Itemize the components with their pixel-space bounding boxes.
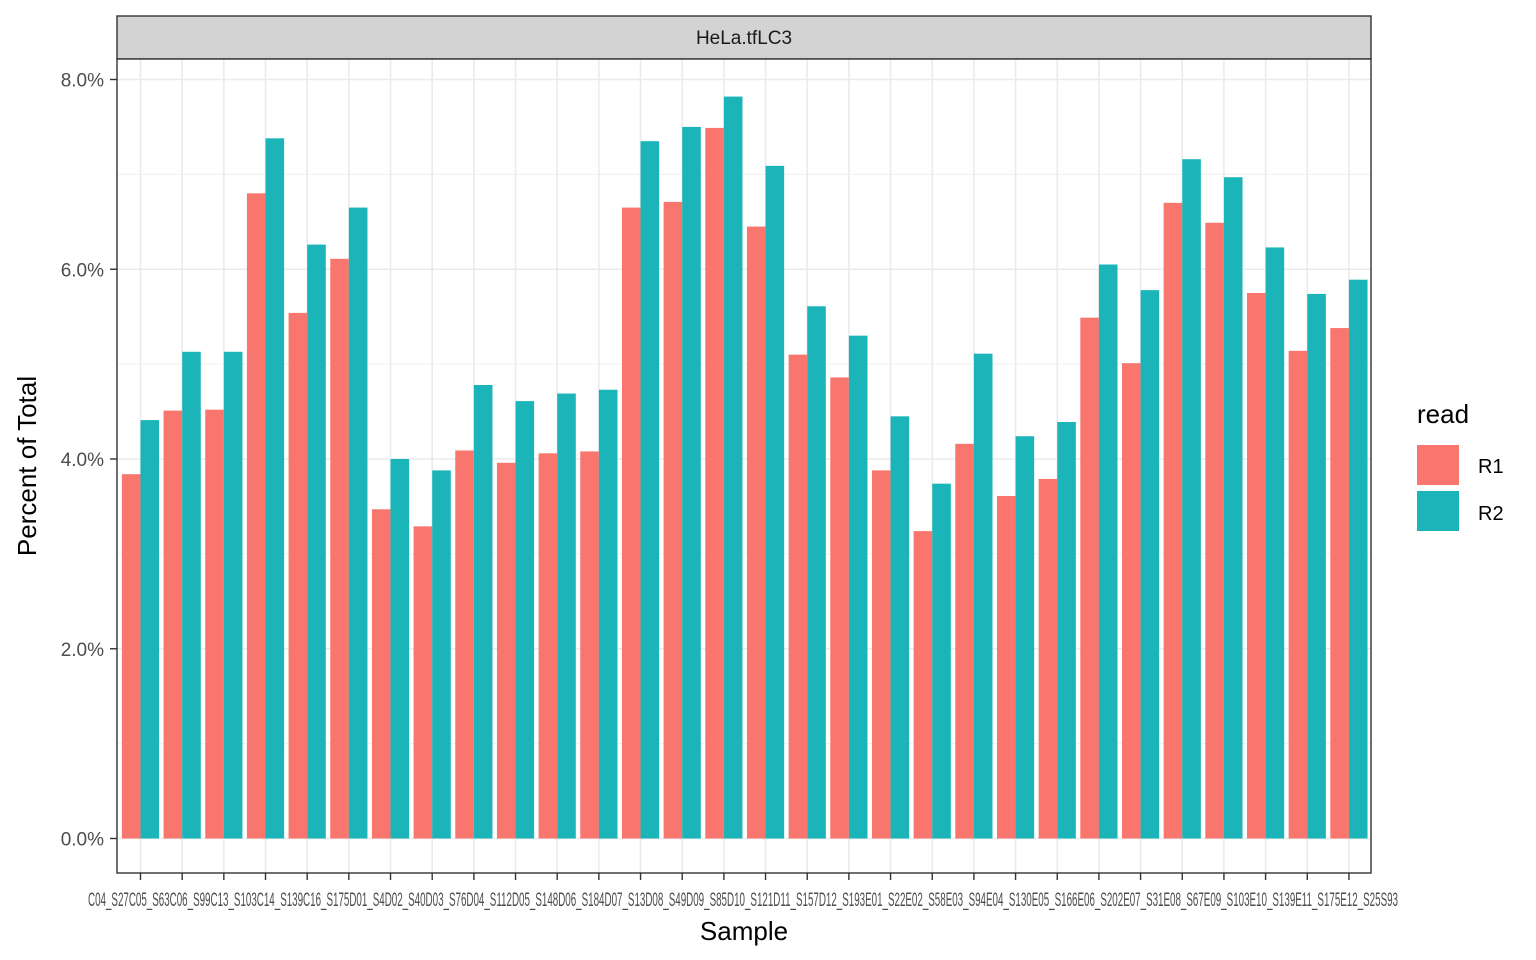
y-axis-title: Percent of Total (12, 376, 42, 556)
bar-r2-c16_s175 (348, 207, 368, 839)
bar-r1-d10_s121 (746, 226, 766, 839)
y-tick-label: 0.0% (61, 830, 104, 851)
legend: read R1 R2 (1417, 399, 1504, 531)
bar-r1-e04_s130 (996, 496, 1016, 839)
bar-r2-d03_s76 (473, 385, 493, 839)
legend-key-r2 (1417, 491, 1459, 531)
minor-gridlines (117, 173, 1371, 745)
y-tick-label: 8.0% (61, 71, 104, 92)
bar-r1-e07_s31 (1121, 363, 1141, 839)
x-tick-labels: C04_S27C05_S63C06_S99C13_S103C14_S139C16… (88, 890, 1398, 911)
bar-r2-e04_s130 (1015, 436, 1035, 839)
bar-r1-c04_s27 (121, 474, 141, 839)
bar-r2-e02_s58 (932, 483, 951, 839)
bar-r1-d09_s85 (705, 127, 724, 839)
bar-r2-d05_s148 (557, 393, 576, 839)
y-tick-label: 4.0% (61, 450, 104, 471)
x-axis (139, 873, 1350, 880)
bar-r2-c14_s139 (307, 244, 326, 839)
bar-r2-d07_s13 (640, 141, 660, 839)
bar-r1-d04_s112 (496, 462, 516, 839)
bar-r2-e01_s22 (890, 416, 910, 839)
bar-r1-d11_s157 (788, 354, 808, 839)
bar-r1-d03_s76 (455, 450, 474, 839)
y-tick-label: 2.0% (61, 640, 104, 661)
bar-r1-e10_s139 (1246, 292, 1266, 839)
bar-r1-e09_s103 (1205, 222, 1224, 839)
legend-label-r1: R1 (1478, 456, 1504, 478)
facet-title: HeLa.tfLC3 (696, 28, 792, 49)
bar-r1-e08_s67 (1163, 202, 1183, 839)
bar-r2-d04_s112 (515, 401, 535, 839)
plot-panel-border (116, 58, 1372, 874)
bars (121, 96, 1368, 839)
legend-title: read (1417, 399, 1469, 429)
bar-r1-c14_s139 (288, 312, 308, 839)
bar-r1-d12_s193 (830, 377, 849, 839)
bar-r1-e02_s58 (913, 531, 933, 839)
bar-r1-c05_s63 (163, 410, 183, 839)
bar-r2-e05_s166 (1057, 422, 1076, 839)
bar-r1-e03_s94 (955, 443, 974, 839)
bar-r2-e06_s202 (1098, 264, 1118, 839)
y-axis: 0.0% 2.0% 4.0% 6.0% 8.0% (61, 71, 117, 851)
bar-r2-d06_s184 (598, 389, 618, 839)
bar-r2-d12_s193 (848, 335, 868, 839)
bar-r2-e12_s211 (1348, 279, 1368, 839)
legend-label-r2: R2 (1478, 503, 1504, 525)
bar-r2-c05_s63 (182, 351, 201, 839)
x-axis-title: Sample (700, 916, 788, 946)
bar-r2-e11_s175 (1307, 293, 1326, 839)
bar-r1-e06_s202 (1080, 317, 1099, 839)
bar-r2-c06_s99 (223, 351, 243, 839)
bar-r1-e05_s166 (1038, 478, 1058, 839)
bar-r2-d08_s49 (682, 126, 701, 839)
bar-r2-d11_s157 (807, 306, 826, 839)
bar-r1-e11_s175 (1288, 350, 1308, 839)
facet-strip (116, 15, 1372, 60)
bar-r2-d09_s85 (723, 96, 743, 839)
bar-r1-d08_s49 (663, 201, 683, 839)
bar-r1-c06_s99 (205, 409, 224, 839)
bar-r2-c13_s103 (265, 138, 285, 839)
bar-r2-d10_s121 (765, 165, 785, 839)
y-tick-label: 6.0% (61, 260, 104, 281)
plot-panel (117, 59, 1371, 873)
bar-r2-e07_s31 (1140, 290, 1160, 839)
bar-r1-d02_s40 (413, 526, 433, 839)
bar-r1-d07_s13 (621, 207, 641, 839)
bar-r2-e03_s94 (973, 353, 993, 839)
bar-r1-d01_s4 (371, 509, 391, 839)
bar-r2-e10_s139 (1265, 247, 1285, 839)
bar-r2-d01_s4 (390, 459, 410, 839)
bar-r2-e08_s67 (1182, 159, 1201, 839)
bar-r2-c04_s27 (140, 420, 160, 839)
bar-r2-d02_s40 (432, 470, 451, 839)
bar-r1-d05_s148 (538, 453, 558, 839)
bar-r1-c13_s103 (246, 193, 266, 839)
bar-r1-e01_s22 (871, 470, 891, 839)
legend-key-r1 (1417, 445, 1459, 485)
bar-r2-e09_s103 (1223, 177, 1243, 839)
bar-r1-e12_s211 (1330, 328, 1349, 839)
bar-r1-d06_s184 (580, 451, 599, 839)
bar-r1-c16_s175 (330, 258, 349, 839)
